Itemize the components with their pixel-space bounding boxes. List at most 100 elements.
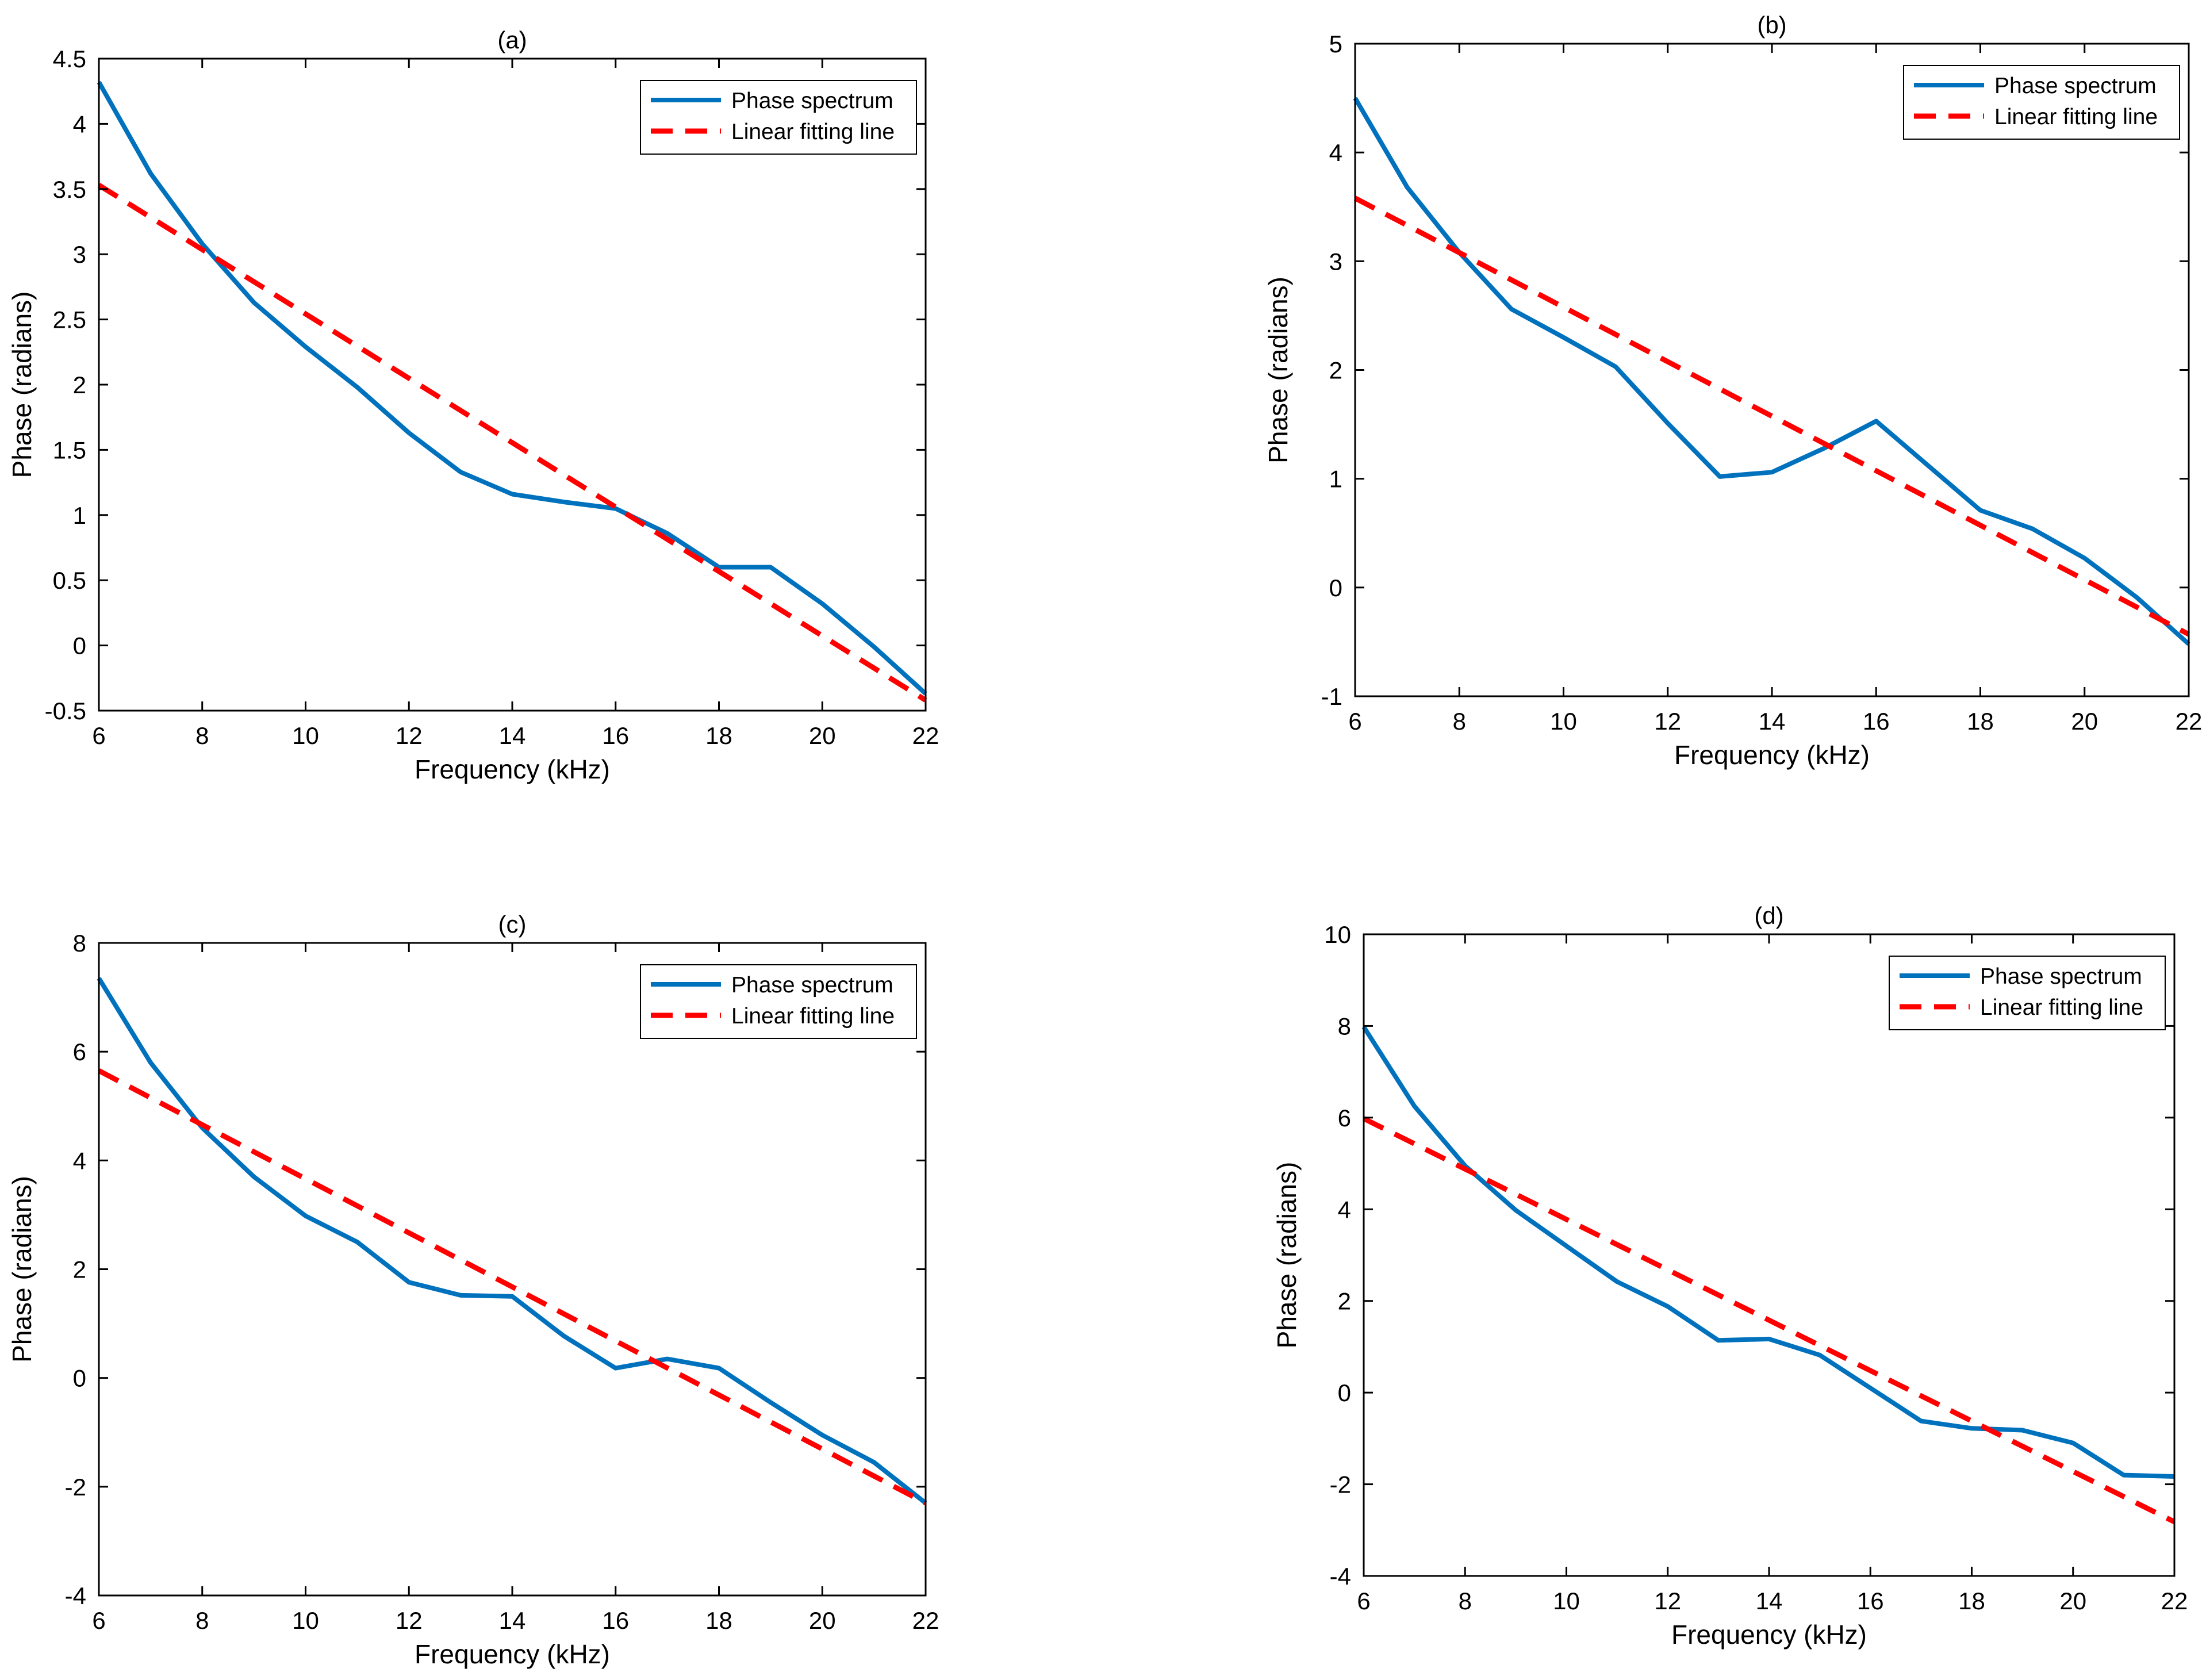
- x-axis-label: Frequency (kHz): [1674, 740, 1870, 770]
- y-tick-label: 8: [1338, 1012, 1351, 1040]
- chart-title: (c): [498, 911, 527, 938]
- legend-label: Phase spectrum: [731, 89, 893, 113]
- x-tick-label: 8: [195, 722, 209, 749]
- phase-line-c: [97, 977, 927, 1505]
- phase-line-a: [97, 80, 927, 696]
- legend-box: [1889, 956, 2166, 1030]
- axes-box-a: [98, 57, 927, 712]
- y-axis-label: Phase (radians): [1263, 277, 1293, 463]
- y-tick-label: -0.5: [45, 697, 86, 724]
- x-tick-label: 16: [1863, 708, 1890, 735]
- y-tick-label: 5: [1329, 30, 1342, 57]
- x-tick-label: 12: [396, 722, 423, 749]
- legend-label: Phase spectrum: [1994, 74, 2157, 98]
- legend-label: Phase spectrum: [1980, 964, 2142, 989]
- x-axis-label: Frequency (kHz): [415, 1639, 610, 1669]
- x-tick-label: 10: [292, 1607, 319, 1634]
- axes-box-b: [1354, 43, 2190, 697]
- y-tick-label: 0: [1338, 1379, 1351, 1406]
- legend-d: Phase spectrum Linear fitting line: [1889, 956, 2166, 1030]
- y-tick-label: 10: [1324, 921, 1351, 948]
- x-tick-label: 12: [1654, 708, 1681, 735]
- axes-box-c: [98, 942, 927, 1597]
- x-tick-label: 14: [499, 1607, 526, 1634]
- y-tick-label: 1: [1329, 466, 1342, 493]
- x-tick-label: 20: [809, 722, 836, 749]
- y-tick-label: 3: [1329, 248, 1342, 275]
- y-tick-label: 0.5: [53, 567, 86, 594]
- x-tick-label: 22: [2176, 708, 2203, 735]
- x-tick-label: 14: [1759, 708, 1786, 735]
- y-tick-label: 3: [73, 241, 86, 268]
- x-tick-label: 8: [1453, 708, 1466, 735]
- fit-line-c: [97, 1068, 927, 1506]
- y-tick-label: 4: [1329, 139, 1342, 166]
- legend-box: [1903, 65, 2180, 140]
- y-tick-label: -4: [1330, 1563, 1351, 1590]
- legend-label: Linear fitting line: [1994, 105, 2158, 129]
- phase-line-d: [1361, 1025, 2175, 1479]
- chart-title: (b): [1757, 11, 1786, 39]
- fit-line-b: [1353, 195, 2190, 637]
- x-tick-label: 10: [1553, 1587, 1580, 1614]
- x-tick-label: 22: [912, 722, 939, 749]
- y-axis-label: Phase (radians): [7, 1176, 37, 1363]
- legend-box: [640, 80, 917, 155]
- x-tick-label: 6: [92, 1607, 105, 1634]
- y-tick-label: 2.5: [53, 306, 86, 333]
- chart-title: (d): [1754, 902, 1783, 929]
- x-tick-label: 16: [1857, 1587, 1884, 1614]
- y-tick-label: 4.5: [53, 45, 86, 72]
- x-tick-label: 18: [705, 722, 732, 749]
- x-tick-label: 22: [2161, 1587, 2188, 1614]
- y-tick-label: -4: [65, 1582, 86, 1609]
- y-tick-label: 4: [73, 1147, 86, 1174]
- y-axis-label: Phase (radians): [1272, 1162, 1302, 1349]
- fit-line-d: [1362, 1116, 2176, 1524]
- y-tick-label: 4: [73, 110, 86, 137]
- x-tick-label: 18: [1958, 1587, 1985, 1614]
- y-tick-label: 8: [73, 930, 86, 957]
- legend-label: Linear fitting line: [1980, 995, 2143, 1020]
- legend-label: Linear fitting line: [731, 1004, 895, 1029]
- x-tick-label: 20: [2059, 1587, 2086, 1614]
- x-tick-label: 18: [1967, 708, 1994, 735]
- chart-c: 6 8 10 12 14 16 18 20 22 -4 -2 0 2 4 6 8 (c) Frequency (k…: [7, 911, 939, 1669]
- y-tick-label: 3.5: [53, 176, 86, 203]
- x-axis-label: Frequency (kHz): [415, 754, 610, 784]
- x-tick-label: 18: [705, 1607, 732, 1634]
- x-tick-label: 16: [602, 1607, 629, 1634]
- x-tick-label: 8: [1459, 1587, 1472, 1614]
- y-tick-label: 0: [73, 1365, 86, 1392]
- phase-line-b: [1353, 97, 2190, 646]
- y-tick-label: 2: [73, 1256, 86, 1283]
- x-tick-label: 20: [2071, 708, 2098, 735]
- x-tick-label: 10: [1550, 708, 1577, 735]
- legend-c: Phase spectrum Linear fitting line: [640, 964, 917, 1039]
- y-tick-label: 2: [73, 371, 86, 398]
- y-tick-label: 1: [73, 502, 86, 529]
- y-tick-label: 1.5: [53, 436, 86, 463]
- y-tick-label: -2: [1330, 1471, 1351, 1498]
- y-tick-label: 6: [1338, 1104, 1351, 1131]
- legend-b: Phase spectrum Linear fitting line: [1903, 65, 2180, 140]
- x-tick-label: 14: [499, 722, 526, 749]
- y-tick-label: 2: [1338, 1288, 1351, 1315]
- y-tick-label: -2: [65, 1474, 86, 1501]
- x-tick-label: 12: [396, 1607, 423, 1634]
- x-tick-label: 6: [92, 722, 105, 749]
- x-tick-label: 20: [809, 1607, 836, 1634]
- y-tick-label: 6: [73, 1038, 86, 1065]
- y-axis-label: Phase (radians): [7, 291, 37, 478]
- x-tick-label: 8: [195, 1607, 209, 1634]
- y-tick-label: 0: [1329, 574, 1342, 601]
- y-tick-label: 2: [1329, 357, 1342, 384]
- x-tick-label: 10: [292, 722, 319, 749]
- y-tick-label: 0: [73, 632, 86, 659]
- x-tick-label: 12: [1654, 1587, 1681, 1614]
- x-tick-label: 14: [1756, 1587, 1783, 1614]
- x-tick-label: 22: [912, 1607, 939, 1634]
- y-tick-label: -1: [1321, 683, 1342, 710]
- fit-line-a: [97, 183, 927, 703]
